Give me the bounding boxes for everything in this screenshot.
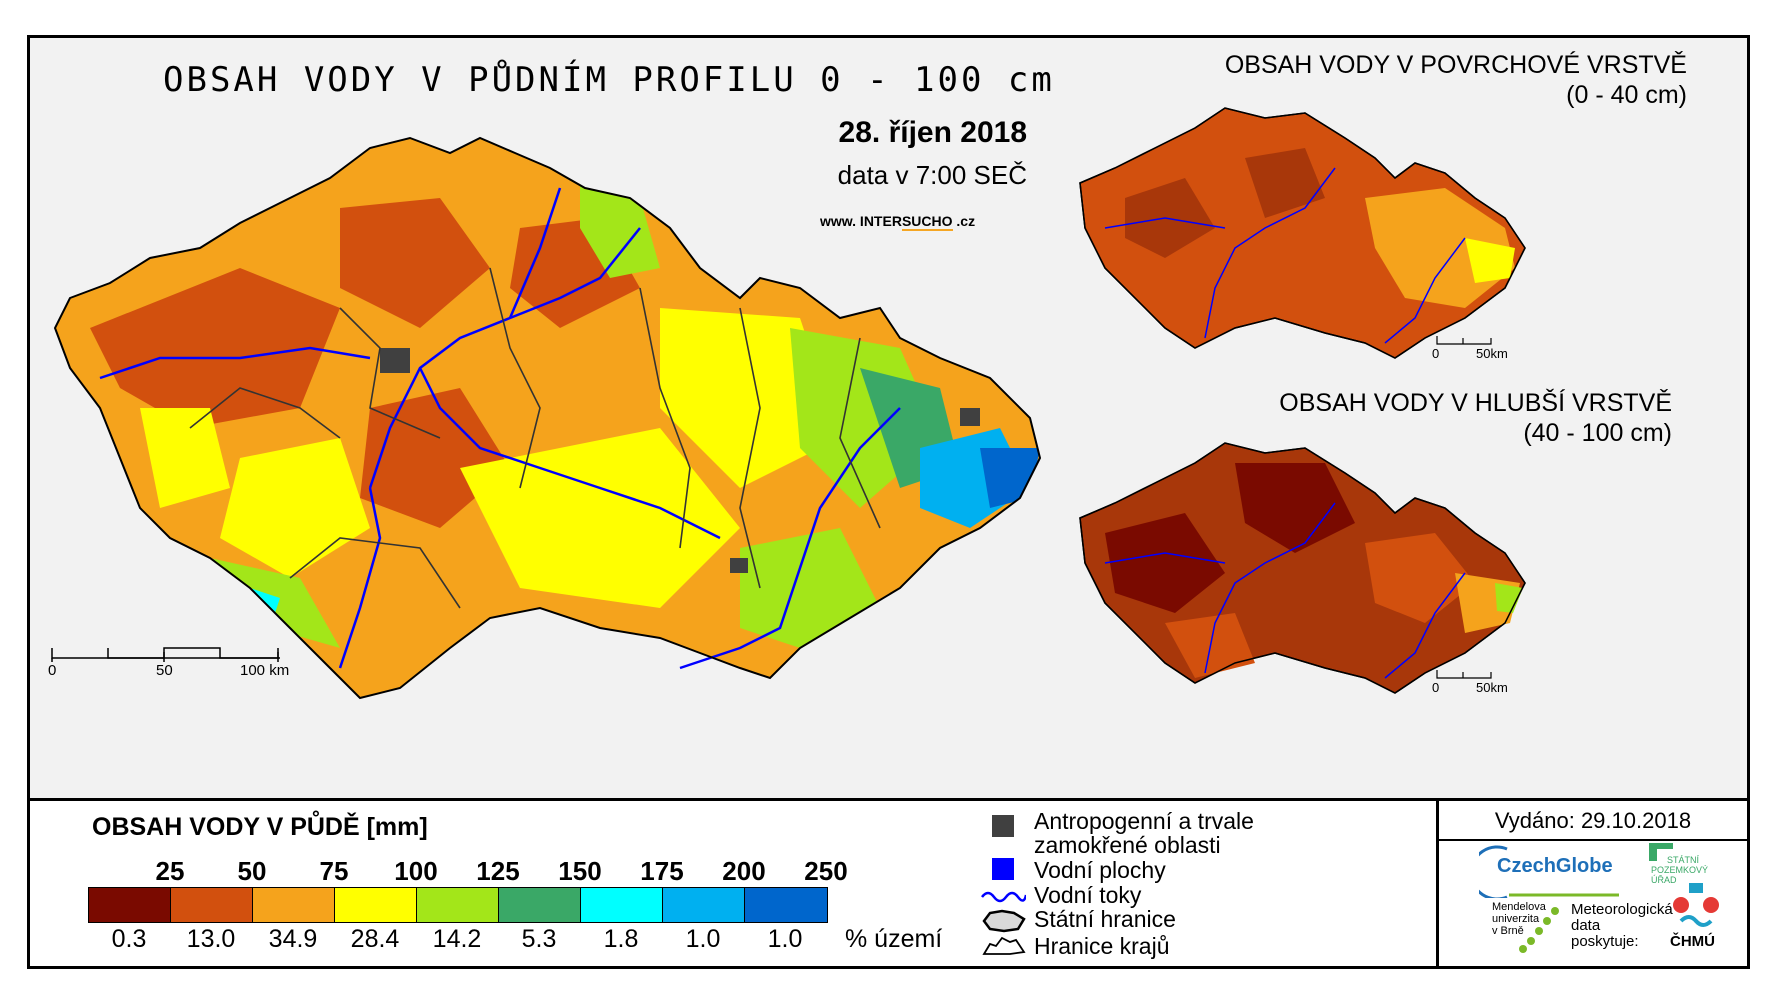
deep-map-title-line2: (40 - 100 cm) [1523,419,1672,447]
region-border-label: Hranice krajů [1034,933,1170,959]
czechglobe-logo-text: CzechGlobe [1497,855,1613,877]
legend-swatch-4 [417,888,499,922]
anthropogenic-label-2: zamokřené oblasti [1034,832,1221,858]
legend-percent-6: 1.8 [603,925,639,953]
spu-logo-line2: POZEMKOVÝ [1651,865,1709,875]
legend-percent-4: 14.2 [432,925,482,953]
surface-layer-map [1079,107,1526,359]
legend-swatch-1 [171,888,253,922]
legend-threshold-3: 100 [394,856,438,886]
rivers-label: Vodní toky [1034,882,1142,908]
legend-threshold-6: 175 [640,856,684,886]
legend-threshold-0: 25 [155,856,185,886]
surface-map-title: OBSAH VODY V POVRCHOVÉ VRSTVĚ (0 - 40 cm… [1225,50,1687,110]
water-bodies-label: Vodní plochy [1034,857,1166,883]
surface-scale-label-0: 0 [1432,346,1440,361]
legend-percent-3: 28.4 [350,925,400,953]
legend-percent-8: 1.0 [767,925,803,953]
website-suffix: .cz [952,213,976,229]
legend-threshold-5: 150 [558,856,602,886]
legend-swatch-8 [745,888,827,922]
water-swatch-icon [992,858,1014,880]
spu-logo-icon [1649,843,1673,861]
surface-map-title-line2: (0 - 40 cm) [1566,81,1687,109]
legend-swatch-7 [663,888,745,922]
czechglobe-logo-icon [1479,845,1619,898]
legend-threshold-1: 50 [237,856,267,886]
mendelu-logo-line3: v Brně [1492,925,1524,937]
legend-swatch-5 [499,888,581,922]
mendelu-logo-icon [1519,907,1559,953]
deep-scale-bar [1436,670,1492,679]
chmu-logo-text: ČHMÚ [1670,933,1715,950]
surface-scale-bar [1436,336,1492,345]
issued-date: Vydáno: 29.10.2018 [1439,801,1747,841]
legend-threshold-7: 200 [722,856,766,886]
anthropogenic-swatch-icon [992,815,1014,837]
legend-threshold-4: 125 [476,856,520,886]
spu-logo-line3: ÚŘAD [1651,875,1677,885]
deep-layer-map [1079,442,1526,694]
legend-percent-unit: % území [845,925,943,953]
website-brand: SUCHO [901,213,953,231]
legend-color-bar [88,887,828,923]
symbol-legend: Antropogenní a trvale zamokřené oblasti … [980,801,1280,963]
main-scale-label-0: 0 [48,662,57,679]
anthropogenic-label-1: Antropogenní a trvale [1034,808,1254,834]
map-area: OBSAH VODY V PŮDNÍM PROFILU 0 - 100 cm 2… [30,38,1747,798]
spu-logo-line1: STÁTNÍ [1667,855,1700,865]
legend-threshold-2: 75 [319,856,349,886]
legend-percent-5: 5.3 [521,925,557,953]
main-map-title: OBSAH VODY V PŮDNÍM PROFILU 0 - 100 cm [163,60,1055,100]
website-link[interactable]: www. INTERSUCHO .cz [820,213,976,231]
legend-swatch-3 [335,888,417,922]
state-border-icon [982,909,1026,933]
time-label: data v 7:00 SEČ [837,160,1027,190]
legend-swatch-6 [581,888,663,922]
main-scale-bar [51,647,280,662]
legend-percent-1: 13.0 [186,925,236,953]
legend-percent-0: 0.3 [111,925,147,953]
legend-title: OBSAH VODY V PŮDĚ [mm] [92,813,428,841]
legend-percent-2: 34.9 [268,925,318,953]
partner-logos: CzechGlobe STÁTNÍ POZEMKOVÝ ÚŘAD Mendelo… [1439,841,1747,966]
deep-map-title: OBSAH VODY V HLUBŠÍ VRSTVĚ (40 - 100 cm) [1279,388,1672,448]
chmu-logo-icon [1673,883,1719,927]
mendelu-logo-line2: univerzita [1492,913,1540,925]
legend-percent-7: 1.0 [685,925,721,953]
legend-swatch-0 [89,888,171,922]
legend-threshold-8: 250 [804,856,848,886]
main-scale-label-100: 100 km [240,662,290,679]
legend-panel: OBSAH VODY V PŮDĚ [mm] 25 50 75 100 125 150 17… [30,798,1747,966]
map-frame: OBSAH VODY V PŮDNÍM PROFILU 0 - 100 cm 2… [27,35,1750,969]
main-scale-label-50: 50 [156,662,173,679]
meteo-label-line3: poskytuje: [1571,933,1639,950]
deep-scale-label-0: 0 [1432,680,1440,695]
date-label: 28. říjen 2018 [838,116,1027,149]
deep-map-title-line1: OBSAH VODY V HLUBŠÍ VRSTVĚ [1279,389,1672,417]
surface-scale-label-50: 50km [1476,346,1508,361]
river-line-icon [981,891,1026,903]
main-soil-water-map [53,136,1042,700]
website-prefix: www. INTER [820,213,902,229]
meteo-label-line1: Meteorologická [1571,901,1673,918]
region-border-icon [982,936,1026,955]
meteo-label-line2: data [1571,917,1601,934]
legend-divider [1436,801,1439,966]
deep-scale-label-50: 50km [1476,680,1508,695]
surface-map-title-line1: OBSAH VODY V POVRCHOVÉ VRSTVĚ [1224,51,1687,79]
legend-swatch-2 [253,888,335,922]
mendelu-logo-line1: Mendelova [1492,901,1546,913]
state-border-label: Státní hranice [1034,906,1176,932]
